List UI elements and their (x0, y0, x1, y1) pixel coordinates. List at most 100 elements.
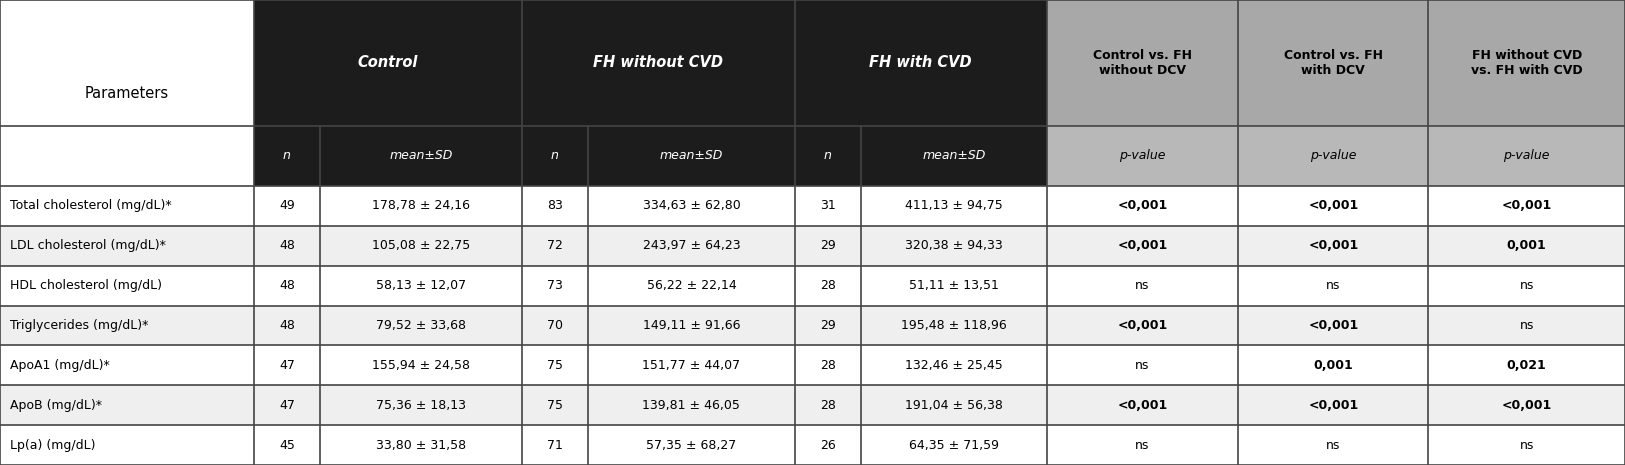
Text: 47: 47 (280, 359, 294, 372)
Text: ns: ns (1326, 438, 1341, 452)
Text: p-value: p-value (1120, 149, 1165, 162)
Text: 48: 48 (280, 239, 294, 252)
Bar (795, 0, 1046, 126)
Text: Total cholesterol (mg/dL)*: Total cholesterol (mg/dL)* (10, 199, 171, 213)
Text: <0,001: <0,001 (1308, 399, 1358, 412)
Text: 320,38 ± 94,33: 320,38 ± 94,33 (905, 239, 1003, 252)
Text: FH with CVD: FH with CVD (869, 55, 972, 70)
Text: Parameters: Parameters (84, 86, 169, 100)
Text: 79,52 ± 33,68: 79,52 ± 33,68 (375, 319, 466, 332)
Text: 75: 75 (548, 359, 562, 372)
Text: p-value: p-value (1503, 149, 1550, 162)
Bar (0, 385, 1625, 425)
Text: HDL cholesterol (mg/dL): HDL cholesterol (mg/dL) (10, 279, 162, 292)
Text: 178,78 ± 24,16: 178,78 ± 24,16 (372, 199, 470, 213)
Text: LDL cholesterol (mg/dL)*: LDL cholesterol (mg/dL)* (10, 239, 166, 252)
Text: Lp(a) (mg/dL): Lp(a) (mg/dL) (10, 438, 96, 452)
Text: Control: Control (358, 55, 418, 70)
Text: 64,35 ± 71,59: 64,35 ± 71,59 (908, 438, 999, 452)
Text: 29: 29 (821, 319, 835, 332)
Text: FH without CVD
vs. FH with CVD: FH without CVD vs. FH with CVD (1471, 49, 1583, 77)
Text: 0,001: 0,001 (1506, 239, 1547, 252)
Text: Control vs. FH
with DCV: Control vs. FH with DCV (1284, 49, 1383, 77)
Text: 31: 31 (821, 199, 835, 213)
Text: 49: 49 (280, 199, 294, 213)
Text: <0,001: <0,001 (1118, 199, 1167, 213)
Text: 149,11 ± 91,66: 149,11 ± 91,66 (644, 319, 741, 332)
Text: 47: 47 (280, 399, 294, 412)
Text: 411,13 ± 94,75: 411,13 ± 94,75 (905, 199, 1003, 213)
Text: n: n (283, 149, 291, 162)
Bar (1428, 0, 1625, 126)
Text: 75: 75 (548, 399, 562, 412)
Text: <0,001: <0,001 (1308, 319, 1358, 332)
Text: 33,80 ± 31,58: 33,80 ± 31,58 (375, 438, 466, 452)
Text: 58,13 ± 12,07: 58,13 ± 12,07 (375, 279, 466, 292)
Bar (0, 226, 1625, 266)
Text: ns: ns (1519, 438, 1534, 452)
Bar (1428, 126, 1625, 186)
Bar (254, 126, 522, 186)
Text: 191,04 ± 56,38: 191,04 ± 56,38 (905, 399, 1003, 412)
Bar (0, 306, 1625, 345)
Text: n: n (551, 149, 559, 162)
Text: 155,94 ± 24,58: 155,94 ± 24,58 (372, 359, 470, 372)
Text: 243,97 ± 64,23: 243,97 ± 64,23 (642, 239, 741, 252)
Text: <0,001: <0,001 (1308, 239, 1358, 252)
Bar (0, 186, 1625, 226)
Text: 83: 83 (548, 199, 562, 213)
Bar (1046, 126, 1238, 186)
Text: <0,001: <0,001 (1502, 399, 1552, 412)
Bar (1238, 0, 1428, 126)
Text: mean±SD: mean±SD (923, 149, 985, 162)
Text: 132,46 ± 25,45: 132,46 ± 25,45 (905, 359, 1003, 372)
Text: ApoA1 (mg/dL)*: ApoA1 (mg/dL)* (10, 359, 109, 372)
Text: 56,22 ± 22,14: 56,22 ± 22,14 (647, 279, 736, 292)
Text: <0,001: <0,001 (1118, 239, 1167, 252)
Text: 139,81 ± 46,05: 139,81 ± 46,05 (642, 399, 741, 412)
Bar (1046, 0, 1238, 126)
Text: 48: 48 (280, 279, 294, 292)
Text: 28: 28 (821, 359, 835, 372)
Bar (0, 345, 1625, 385)
Bar (795, 126, 1046, 186)
Bar (522, 126, 795, 186)
Text: 75,36 ± 18,13: 75,36 ± 18,13 (375, 399, 466, 412)
Text: FH without CVD: FH without CVD (593, 55, 723, 70)
Text: <0,001: <0,001 (1118, 319, 1167, 332)
Text: 26: 26 (821, 438, 835, 452)
Text: 57,35 ± 68,27: 57,35 ± 68,27 (647, 438, 736, 452)
Bar (0, 266, 1625, 306)
Text: ns: ns (1136, 279, 1149, 292)
Text: Control vs. FH
without DCV: Control vs. FH without DCV (1094, 49, 1191, 77)
Text: ns: ns (1136, 359, 1149, 372)
Bar (1238, 126, 1428, 186)
Text: <0,001: <0,001 (1502, 199, 1552, 213)
Text: 28: 28 (821, 399, 835, 412)
Text: 195,48 ± 118,96: 195,48 ± 118,96 (900, 319, 1008, 332)
Text: ApoB (mg/dL)*: ApoB (mg/dL)* (10, 399, 102, 412)
Text: ns: ns (1519, 279, 1534, 292)
Text: 105,08 ± 22,75: 105,08 ± 22,75 (372, 239, 470, 252)
Text: 72: 72 (548, 239, 562, 252)
Text: n: n (824, 149, 832, 162)
Text: 151,77 ± 44,07: 151,77 ± 44,07 (642, 359, 741, 372)
Text: 73: 73 (548, 279, 562, 292)
Bar (522, 0, 795, 126)
Bar (0, 425, 1625, 465)
Text: p-value: p-value (1310, 149, 1357, 162)
Bar (0, 126, 254, 186)
Text: ns: ns (1326, 279, 1341, 292)
Text: 45: 45 (280, 438, 294, 452)
Bar (254, 0, 522, 126)
Text: 0,021: 0,021 (1506, 359, 1547, 372)
Text: 0,001: 0,001 (1313, 359, 1354, 372)
Text: ns: ns (1519, 319, 1534, 332)
Text: 51,11 ± 13,51: 51,11 ± 13,51 (908, 279, 999, 292)
Text: Triglycerides (mg/dL)*: Triglycerides (mg/dL)* (10, 319, 148, 332)
Bar (0, 0, 254, 126)
Text: ns: ns (1136, 438, 1149, 452)
Text: mean±SD: mean±SD (390, 149, 452, 162)
Text: mean±SD: mean±SD (660, 149, 723, 162)
Text: 28: 28 (821, 279, 835, 292)
